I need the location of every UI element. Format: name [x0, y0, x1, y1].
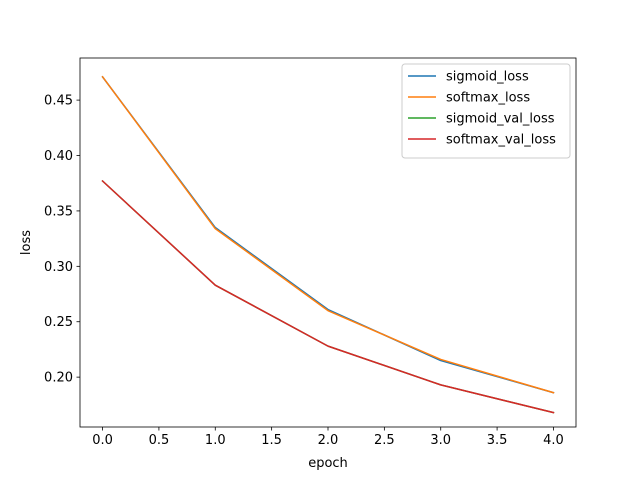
x-tick-label: 1.5: [261, 433, 282, 448]
x-tick-label: 2.5: [374, 433, 395, 448]
y-tick-label: 0.35: [44, 204, 73, 219]
legend-box: [401, 63, 571, 159]
y-tick-label: 0.20: [44, 371, 73, 386]
legend-label-softmax_loss: softmax_loss: [446, 91, 530, 106]
y-tick-label: 0.25: [44, 315, 73, 330]
series-line-softmax_val_loss: [101, 179, 555, 414]
x-tick-label: 0.0: [92, 433, 113, 448]
x-tick-label: 1.0: [205, 433, 226, 448]
legend-label-softmax_val_loss: softmax_val_loss: [446, 133, 556, 148]
y-tick-label: 0.40: [44, 149, 73, 164]
y-axis-label: loss: [19, 230, 34, 255]
x-tick-label: 3.0: [430, 433, 451, 448]
legend: sigmoid_loss softmax_loss sigmoid_val_loss…: [401, 63, 571, 159]
plot-area: 0.0 0.5 1.0 1.5 2.0 2.5 3.0 3.5 4.0 0.20 0.25 0.30 0…: [44, 57, 577, 448]
legend-label-sigmoid_loss: sigmoid_loss: [446, 70, 529, 85]
x-tick-label: 3.5: [487, 433, 508, 448]
legend-label-sigmoid_val_loss: sigmoid_val_loss: [446, 112, 555, 127]
x-tick-label: 2.0: [318, 433, 339, 448]
x-axis-label: epoch: [308, 456, 348, 471]
x-tick-label: 0.5: [149, 433, 170, 448]
y-tick-label: 0.45: [44, 94, 73, 109]
x-tick-label: 4.0: [543, 433, 564, 448]
series-line-softmax_loss: [101, 75, 555, 394]
y-tick-label: 0.30: [44, 260, 73, 275]
